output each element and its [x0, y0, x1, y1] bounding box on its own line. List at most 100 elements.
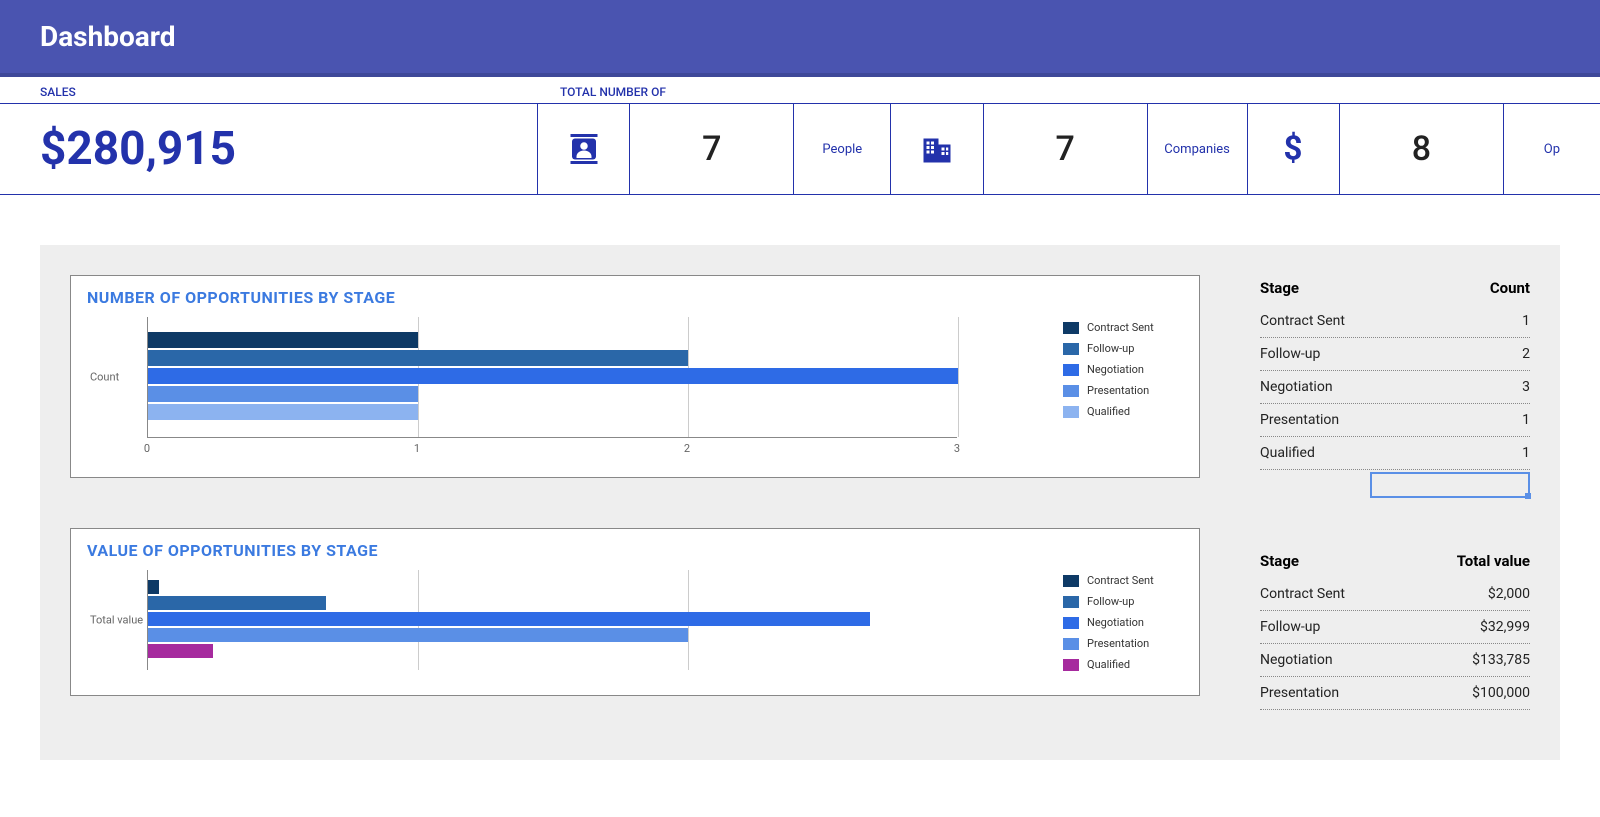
table-cell-stage: Negotiation: [1260, 652, 1333, 668]
stat-opportunities-label[interactable]: Op: [1503, 104, 1600, 194]
table-cell-stage: Qualified: [1260, 445, 1315, 461]
legend-item: Presentation: [1063, 384, 1183, 397]
legend-item: Follow-up: [1063, 342, 1183, 355]
table-row[interactable]: Negotiation 3: [1260, 371, 1530, 404]
chart1-xtick: 1: [414, 442, 420, 455]
chart1-bar: [148, 332, 418, 348]
table-row[interactable]: Negotiation $133,785: [1260, 644, 1530, 677]
table-cell-stage: Contract Sent: [1260, 586, 1345, 602]
charts-area: NUMBER OF OPPORTUNITIES BY STAGE Count 0…: [40, 245, 1560, 760]
chart1-bar: [148, 404, 418, 420]
table2-header: Stage Total value: [1260, 548, 1530, 578]
legend-item: Qualified: [1063, 658, 1183, 671]
legend-swatch: [1063, 343, 1079, 355]
stat-companies-value: 7: [983, 104, 1147, 194]
chart2-ylabel: Total value: [90, 614, 143, 627]
table-row[interactable]: Presentation $100,000: [1260, 677, 1530, 710]
dollar-icon: $: [1273, 129, 1313, 169]
legend-label: Follow-up: [1087, 342, 1134, 355]
dashboard-header: Dashboard: [0, 0, 1600, 77]
legend-swatch: [1063, 596, 1079, 608]
table-value-by-stage: Stage Total value Contract Sent$2,000Fol…: [1260, 548, 1530, 710]
chart2-legend: Contract Sent Follow-up Negotiation Present…: [1043, 570, 1183, 679]
legend-label: Qualified: [1087, 405, 1130, 418]
legend-swatch: [1063, 322, 1079, 334]
chart1-xaxis: 0 1 2 3: [147, 437, 957, 461]
legend-label: Contract Sent: [1087, 321, 1154, 334]
legend-label: Negotiation: [1087, 363, 1144, 376]
chart2-bar: [148, 580, 159, 594]
legend-label: Presentation: [1087, 637, 1149, 650]
building-icon: [917, 129, 957, 169]
page-title: Dashboard: [40, 20, 176, 53]
table1-col1: Stage: [1260, 279, 1299, 297]
table-row[interactable]: Contract Sent$2,000: [1260, 578, 1530, 611]
total-number-label: TOTAL NUMBER OF: [560, 85, 666, 99]
legend-swatch: [1063, 385, 1079, 397]
legend-swatch: [1063, 575, 1079, 587]
chart1-gridline: [958, 317, 959, 437]
chart1-plot: Count: [147, 317, 957, 437]
table-cell-value: 3: [1522, 379, 1530, 395]
table-row[interactable]: Follow-up$32,999: [1260, 611, 1530, 644]
table1-header: Stage Count: [1260, 275, 1530, 305]
table2-col2: Total value: [1457, 552, 1530, 570]
stat-icon-opportunities-cell: $: [1247, 104, 1339, 194]
table-row[interactable]: Presentation1: [1260, 404, 1530, 437]
table-row[interactable]: Qualified 1: [1260, 437, 1530, 470]
chart1-xtick: 2: [684, 442, 690, 455]
legend-item: Qualified: [1063, 405, 1183, 418]
chart2-plot: Total value: [147, 570, 957, 670]
table-cell-value: 1: [1522, 412, 1530, 428]
chart-value-by-stage: VALUE OF OPPORTUNITIES BY STAGE Total va…: [70, 528, 1200, 696]
stat-icon-companies-cell: [890, 104, 982, 194]
legend-item: Negotiation: [1063, 363, 1183, 376]
chart1-bar: [148, 386, 418, 402]
stats-row: $280,915 7 People 7 Companies $ 8 Op: [0, 103, 1600, 195]
chart1-xtick: 3: [954, 442, 960, 455]
table-cell-stage: Presentation: [1260, 685, 1339, 701]
person-icon: [564, 129, 604, 169]
table1-selection-box[interactable]: [1370, 472, 1530, 498]
table-cell-value: $100,000: [1472, 685, 1530, 701]
stat-opportunities-value: 8: [1339, 104, 1503, 194]
legend-item: Contract Sent: [1063, 321, 1183, 334]
legend-swatch: [1063, 364, 1079, 376]
chart2-bar: [148, 612, 870, 626]
legend-label: Negotiation: [1087, 616, 1144, 629]
legend-item: Negotiation: [1063, 616, 1183, 629]
legend-label: Contract Sent: [1087, 574, 1154, 587]
stat-companies-label[interactable]: Companies: [1147, 104, 1247, 194]
chart2-title: VALUE OF OPPORTUNITIES BY STAGE: [87, 541, 1183, 560]
sales-label: SALES: [40, 85, 560, 99]
chart-opportunities-by-stage: NUMBER OF OPPORTUNITIES BY STAGE Count 0…: [70, 275, 1200, 478]
table-cell-value: $133,785: [1472, 652, 1530, 668]
table-cell-value: 2: [1522, 346, 1530, 362]
legend-label: Presentation: [1087, 384, 1149, 397]
legend-label: Follow-up: [1087, 595, 1134, 608]
table-cell-value: 1: [1522, 313, 1530, 329]
table-cell-stage: Follow-up: [1260, 346, 1320, 362]
stat-people-value: 7: [629, 104, 793, 194]
chart1-bar: [148, 368, 958, 384]
table1-col2: Count: [1490, 279, 1530, 297]
stat-icon-people-cell: [537, 104, 629, 194]
chart2-bar: [148, 644, 213, 658]
table2-col1: Stage: [1260, 552, 1299, 570]
legend-swatch: [1063, 406, 1079, 418]
table-row[interactable]: Contract Sent1: [1260, 305, 1530, 338]
chart1-bar: [148, 350, 688, 366]
table-cell-stage: Negotiation: [1260, 379, 1333, 395]
legend-item: Contract Sent: [1063, 574, 1183, 587]
sales-value: $280,915: [0, 104, 537, 194]
chart1-legend: Contract Sent Follow-up Negotiation Present…: [1043, 317, 1183, 461]
chart1-xtick: 0: [144, 442, 150, 455]
section-labels-row: SALES TOTAL NUMBER OF: [0, 77, 1600, 103]
svg-text:$: $: [1284, 131, 1303, 167]
table-row[interactable]: Follow-up 2: [1260, 338, 1530, 371]
table-count-by-stage: Stage Count Contract Sent1 Follow-up 2 Nego…: [1260, 275, 1530, 498]
stat-people-label[interactable]: People: [793, 104, 890, 194]
table-cell-value: 1: [1522, 445, 1530, 461]
legend-swatch: [1063, 617, 1079, 629]
table-cell-value: $32,999: [1480, 619, 1530, 635]
